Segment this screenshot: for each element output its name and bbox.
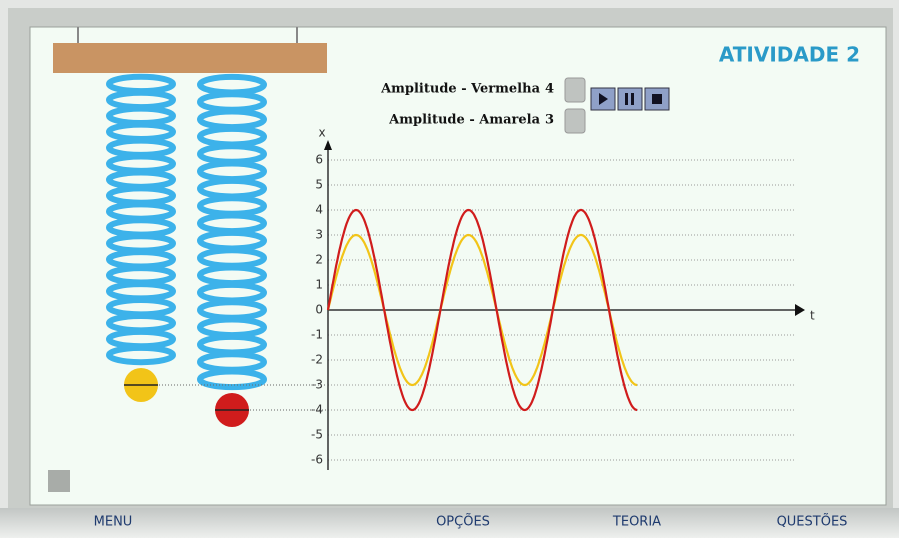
menu-item[interactable]: TEORIA xyxy=(612,515,661,530)
y-tick-label: 1 xyxy=(315,278,323,292)
y-tick-label: 0 xyxy=(315,303,323,317)
stop-icon xyxy=(652,94,662,104)
y-tick-label: 5 xyxy=(315,178,323,192)
control-label: Amplitude - Amarela xyxy=(388,113,540,128)
title: ATIVIDADE 2 xyxy=(719,43,860,67)
pause-icon xyxy=(625,93,628,105)
pause-icon xyxy=(631,93,634,105)
y-tick-label: 2 xyxy=(315,253,323,267)
spinner[interactable] xyxy=(565,109,585,133)
y-tick-label: 6 xyxy=(315,153,323,167)
menu-item[interactable]: OPÇÕES xyxy=(436,514,490,530)
support-beam xyxy=(53,43,327,73)
small-button[interactable] xyxy=(48,470,70,492)
y-tick-label: 4 xyxy=(315,203,323,217)
y-tick-label: -4 xyxy=(311,403,323,417)
spinner[interactable] xyxy=(565,78,585,102)
menu-item[interactable]: MENU xyxy=(94,515,133,530)
y-axis-label: x xyxy=(318,126,325,140)
screen: ATIVIDADE 2 Amplitude - Vermelha 4 Ampli… xyxy=(0,0,899,538)
y-tick-label: -2 xyxy=(311,353,323,367)
control-value: 3 xyxy=(545,113,554,128)
y-tick-label: -1 xyxy=(311,328,323,342)
pause-button[interactable] xyxy=(618,88,642,110)
y-tick-label: 3 xyxy=(315,228,323,242)
control-label: Amplitude - Vermelha xyxy=(380,82,541,97)
y-tick-label: -6 xyxy=(311,453,323,467)
x-axis-label: t xyxy=(810,309,815,323)
control-value: 4 xyxy=(545,82,554,97)
y-tick-label: -5 xyxy=(311,428,323,442)
menu-item[interactable]: QUESTÕES xyxy=(777,514,848,530)
